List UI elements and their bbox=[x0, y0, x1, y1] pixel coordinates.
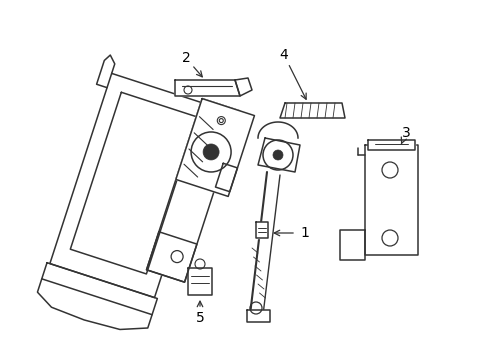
Circle shape bbox=[203, 144, 219, 160]
Text: 1: 1 bbox=[300, 226, 309, 240]
Text: 3: 3 bbox=[401, 126, 409, 140]
Polygon shape bbox=[339, 230, 364, 260]
Polygon shape bbox=[146, 99, 240, 282]
Polygon shape bbox=[256, 222, 267, 238]
Polygon shape bbox=[280, 103, 345, 118]
Polygon shape bbox=[50, 73, 216, 298]
Polygon shape bbox=[364, 145, 417, 255]
Polygon shape bbox=[258, 138, 299, 172]
Polygon shape bbox=[367, 140, 414, 150]
Text: 5: 5 bbox=[195, 311, 204, 325]
Polygon shape bbox=[41, 263, 157, 315]
Text: 2: 2 bbox=[181, 51, 190, 65]
Polygon shape bbox=[187, 268, 212, 295]
Polygon shape bbox=[176, 99, 254, 197]
Polygon shape bbox=[235, 78, 251, 96]
Polygon shape bbox=[175, 80, 240, 96]
Circle shape bbox=[272, 150, 283, 160]
Polygon shape bbox=[246, 310, 269, 322]
Text: 4: 4 bbox=[279, 48, 288, 62]
